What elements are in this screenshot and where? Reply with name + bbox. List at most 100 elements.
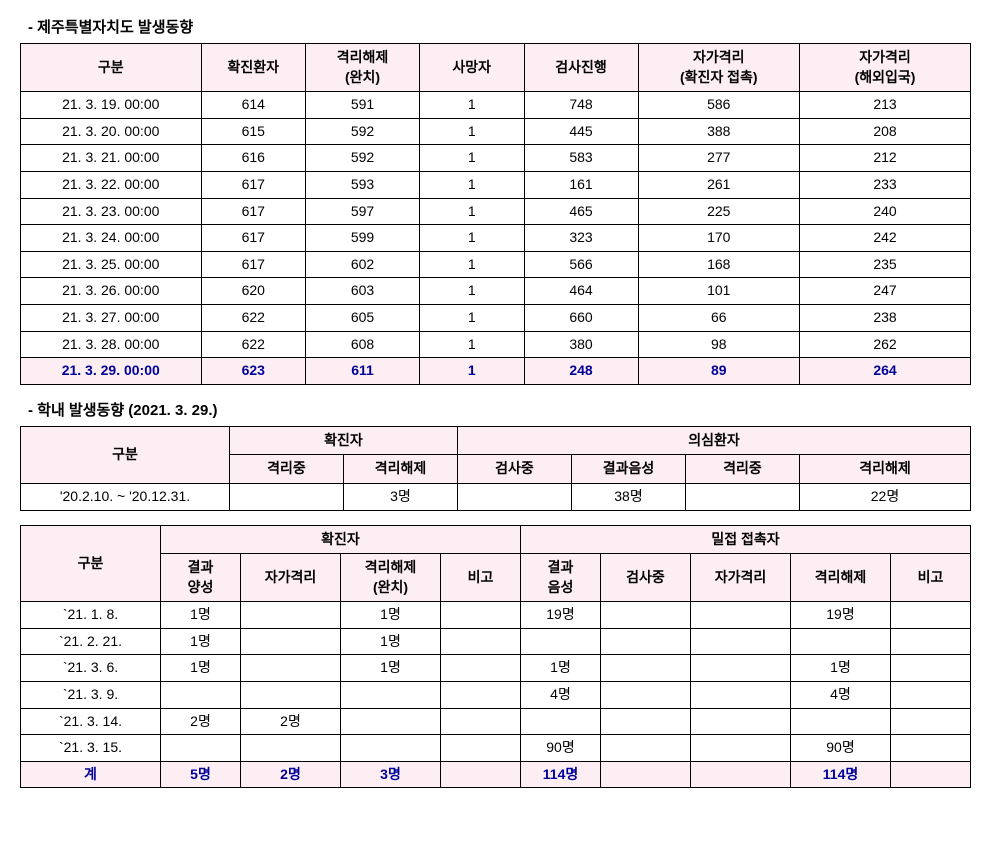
col-self-quar-abroad: 자가격리(해외입국) (800, 44, 971, 92)
col-released: 격리해제 (344, 455, 458, 484)
col-testing: 검사진행 (524, 44, 638, 92)
cell: 1 (420, 278, 525, 305)
table-header-row: 구분 확진자 의심환자 (21, 426, 971, 455)
cell: 21. 3. 19. 00:00 (21, 92, 202, 119)
cell (891, 602, 971, 629)
cell: 615 (201, 118, 306, 145)
cell: 21. 3. 24. 00:00 (21, 225, 202, 252)
cell: 593 (306, 171, 420, 198)
cell: 21. 3. 27. 00:00 (21, 304, 202, 331)
cell: 233 (800, 171, 971, 198)
cell: 323 (524, 225, 638, 252)
cell: 1 (420, 331, 525, 358)
table-row: `21. 2. 21.1명1명 (21, 628, 971, 655)
cell: 1 (420, 145, 525, 172)
col-remark2: 비고 (891, 554, 971, 602)
cell (791, 708, 891, 735)
cell: 계 (21, 761, 161, 788)
cell: 617 (201, 225, 306, 252)
table-row: 21. 3. 28. 00:00622608138098262 (21, 331, 971, 358)
table-row: 21. 3. 27. 00:00622605166066238 (21, 304, 971, 331)
cell: 2명 (241, 761, 341, 788)
cell (458, 483, 572, 510)
cell: 614 (201, 92, 306, 119)
cell: 2명 (161, 708, 241, 735)
cell: 445 (524, 118, 638, 145)
cell: 622 (201, 331, 306, 358)
cell: 1 (420, 92, 525, 119)
table-row: `21. 3. 9.4명4명 (21, 682, 971, 709)
cell: 21. 3. 25. 00:00 (21, 251, 202, 278)
col-group-suspected: 의심환자 (458, 426, 971, 455)
cell: 591 (306, 92, 420, 119)
table-jeju-trend: 구분 확진환자 격리해제(완치) 사망자 검사진행 자가격리(확진자 접촉) 자… (20, 43, 971, 385)
cell: 617 (201, 251, 306, 278)
cell: `21. 2. 21. (21, 628, 161, 655)
cell (341, 708, 441, 735)
cell: 465 (524, 198, 638, 225)
cell (521, 628, 601, 655)
cell: 19명 (791, 602, 891, 629)
cell: 98 (638, 331, 800, 358)
cell: `21. 3. 14. (21, 708, 161, 735)
cell (161, 682, 241, 709)
cell: 225 (638, 198, 800, 225)
col-death: 사망자 (420, 44, 525, 92)
cell: 66 (638, 304, 800, 331)
col-gubun: 구분 (21, 44, 202, 92)
cell: 248 (524, 358, 638, 385)
cell: 380 (524, 331, 638, 358)
col-group-confirmed: 확진자 (161, 525, 521, 554)
cell: 617 (201, 198, 306, 225)
cell: 1 (420, 358, 525, 385)
col-quarantining: 격리중 (230, 455, 344, 484)
cell (230, 483, 344, 510)
cell: 2명 (241, 708, 341, 735)
table-row: '20.2.10. ~ '20.12.31. 3명 38명 22명 (21, 483, 971, 510)
cell: 1명 (161, 628, 241, 655)
cell: 90명 (521, 735, 601, 762)
table-header-row: 구분 확진자 밀접 접촉자 (21, 525, 971, 554)
cell: 3명 (341, 761, 441, 788)
cell (691, 761, 791, 788)
cell (601, 655, 691, 682)
cell: 264 (800, 358, 971, 385)
table-row: `21. 1. 8.1명1명19명19명 (21, 602, 971, 629)
table-row: 21. 3. 20. 00:006155921445388208 (21, 118, 971, 145)
cell (601, 682, 691, 709)
table-subheader-row: 결과양성 자가격리 격리해제(완치) 비고 결과음성 검사중 자가격리 격리해제… (21, 554, 971, 602)
cell: 592 (306, 145, 420, 172)
cell (691, 602, 791, 629)
cell: 212 (800, 145, 971, 172)
cell: 21. 3. 23. 00:00 (21, 198, 202, 225)
cell: 21. 3. 29. 00:00 (21, 358, 202, 385)
table-header-row: 구분 확진환자 격리해제(완치) 사망자 검사진행 자가격리(확진자 접촉) 자… (21, 44, 971, 92)
table-row: `21. 3. 6.1명1명1명1명 (21, 655, 971, 682)
cell: 4명 (521, 682, 601, 709)
cell (161, 735, 241, 762)
cell: 114명 (791, 761, 891, 788)
cell (241, 655, 341, 682)
cell: 213 (800, 92, 971, 119)
cell (521, 708, 601, 735)
table-row: 21. 3. 19. 00:006145911748586213 (21, 92, 971, 119)
cell (601, 761, 691, 788)
cell: 388 (638, 118, 800, 145)
table-row: 21. 3. 26. 00:006206031464101247 (21, 278, 971, 305)
cell: 101 (638, 278, 800, 305)
cell: 1 (420, 171, 525, 198)
col-group-confirmed: 확진자 (230, 426, 458, 455)
cell (791, 628, 891, 655)
cell: 238 (800, 304, 971, 331)
cell: 622 (201, 304, 306, 331)
col-released2: 격리해제 (800, 455, 971, 484)
cell: 90명 (791, 735, 891, 762)
cell: 22명 (800, 483, 971, 510)
cell (891, 735, 971, 762)
cell: `21. 3. 15. (21, 735, 161, 762)
cell (241, 628, 341, 655)
cell (601, 735, 691, 762)
cell: 21. 3. 26. 00:00 (21, 278, 202, 305)
table-row-total: 21. 3. 29. 00:00623611124889264 (21, 358, 971, 385)
cell (441, 628, 521, 655)
